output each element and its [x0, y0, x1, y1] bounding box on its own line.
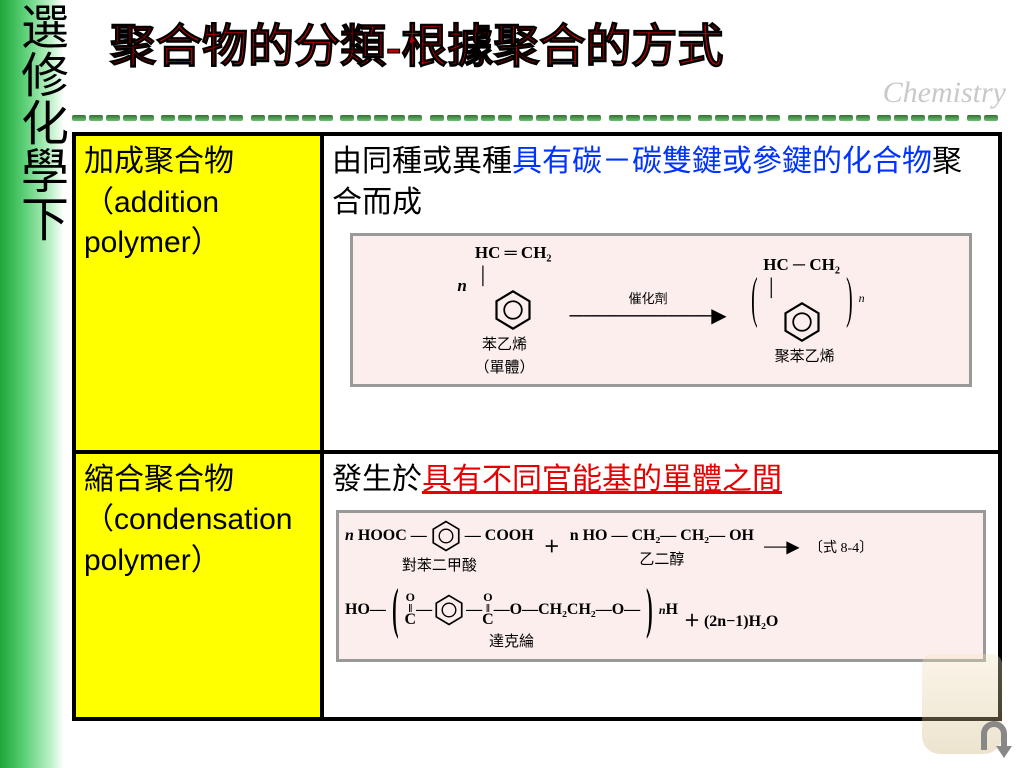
row1-label-cell: 加成聚合物 （addition polymer）: [74, 134, 322, 452]
row1-desc-pre: 由同種或異種: [332, 145, 512, 178]
plus1: ＋: [544, 537, 560, 559]
row2-desc-pre: 發生於: [332, 463, 422, 496]
table-row: 加成聚合物 （addition polymer） 由同種或異種具有碳－碳雙鍵或參…: [74, 134, 1000, 452]
terephthalic-acid: n HOOC — — COOH 對苯二甲酸: [345, 519, 534, 576]
back-button[interactable]: [974, 720, 1018, 760]
table-row: 縮合聚合物 （condensation polymer） 發生於具有不同官能基的…: [74, 452, 1000, 720]
chemistry-label: Chemistry: [883, 76, 1006, 110]
row2-desc-cell: 發生於具有不同官能基的單體之間 n HOOC — — COOH: [322, 452, 1000, 720]
row1-desc-blue: 具有碳－碳雙鍵或參鍵的化合物: [512, 145, 932, 178]
eq-label: 〔式 8-4〕: [809, 540, 873, 559]
reaction-arrow: 催化劑 ──────────▶: [570, 290, 727, 331]
benzene-ring-icon: [432, 593, 466, 627]
sidebar: 選修化學下: [0, 0, 64, 768]
benzene-ring-icon: [780, 300, 824, 344]
arrow-icon: ──────────▶: [570, 305, 727, 327]
sidebar-text: 選修化學下: [4, 2, 74, 242]
row1-label-line2: （addition polymer）: [84, 186, 221, 260]
row2-label-line1: 縮合聚合物: [84, 463, 234, 496]
polystyrene-product: ( HC ─ CH₂ │ )n: [745, 254, 865, 367]
monomer-coeff: n: [457, 275, 466, 298]
dacron-product: HO— ( O‖C — —: [345, 590, 678, 652]
benzene-ring-icon: [429, 519, 463, 553]
product-cap: 聚苯乙烯: [745, 347, 865, 367]
slide-title: 聚合物的分類-根據聚合的方式: [110, 10, 723, 76]
row1-diagram: n HC ═ CH₂ │ 苯乙烯: [350, 233, 972, 387]
reactant2: n HO — CH₂— CH₂— OH: [570, 525, 754, 547]
styrene-monomer: n HC ═ CH₂ │ 苯乙烯: [457, 242, 551, 378]
polymer-table: 加成聚合物 （addition polymer） 由同種或異種具有碳－碳雙鍵或參…: [72, 132, 1002, 721]
divider-dashes: [72, 108, 1004, 114]
monomer-top: HC ═ CH₂: [475, 242, 552, 265]
row2-label-cell: 縮合聚合物 （condensation polymer）: [74, 452, 322, 720]
arrow2-icon: ──▶: [764, 537, 799, 559]
benzene-ring-icon: [491, 288, 535, 332]
row2-diagram: n HOOC — — COOH 對苯二甲酸 ＋ n HO —: [336, 510, 986, 662]
row1-desc-cell: 由同種或異種具有碳－碳雙鍵或參鍵的化合物聚合而成 n HC ═ CH₂ │: [322, 134, 1000, 452]
slide-root: 選修化學下 聚合物的分類-根據聚合的方式 Chemistry 加成聚合物 （ad…: [0, 0, 1024, 768]
row2-desc-red: 具有不同官能基的單體之間: [422, 463, 782, 496]
row1-label-line1: 加成聚合物: [84, 145, 234, 178]
monomer-cap2: （單體）: [457, 358, 551, 378]
monomer-cap1: 苯乙烯: [457, 335, 551, 355]
dacron-sub: n: [659, 602, 666, 618]
product-top: HC ─ CH₂: [763, 254, 840, 277]
byproduct: ＋ (2n−1)H₂O: [684, 611, 778, 633]
reactant1-cap: 對苯二甲酸: [345, 556, 534, 576]
reactant2-cap: 乙二醇: [570, 550, 754, 570]
row2-label-line2: （condensation polymer）: [84, 503, 292, 577]
u-turn-icon: [974, 720, 1018, 760]
ethylene-glycol: n HO — CH₂— CH₂— OH 乙二醇: [570, 525, 754, 570]
product-sub: n: [859, 290, 865, 306]
